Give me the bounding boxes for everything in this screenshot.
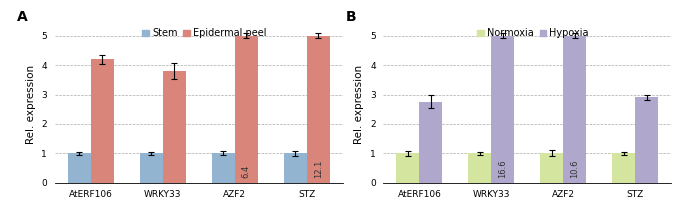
Text: A: A [17, 10, 28, 24]
Bar [284, 153, 307, 183]
Text: 16.6: 16.6 [499, 160, 508, 178]
Bar [635, 97, 658, 183]
Bar [163, 71, 186, 183]
Text: 10.6: 10.6 [571, 160, 580, 178]
Legend: Stem, Epidermal peel: Stem, Epidermal peel [142, 29, 266, 39]
Bar [612, 153, 635, 183]
Bar [68, 153, 91, 183]
Legend: Normoxia, Hypoxia: Normoxia, Hypoxia [477, 29, 589, 39]
Y-axis label: Rel. expression: Rel. expression [26, 65, 36, 144]
Text: 6.4: 6.4 [242, 165, 251, 178]
Bar [469, 153, 491, 183]
Bar [491, 36, 514, 183]
Bar [212, 153, 235, 183]
Bar [91, 59, 114, 183]
Bar [397, 153, 419, 183]
Y-axis label: Rel. expression: Rel. expression [354, 65, 364, 144]
Bar [140, 153, 163, 183]
Text: B: B [346, 10, 356, 24]
Text: 12.1: 12.1 [314, 160, 323, 178]
Bar [235, 36, 258, 183]
Bar [419, 102, 443, 183]
Bar [307, 36, 329, 183]
Bar [540, 153, 563, 183]
Bar [563, 36, 586, 183]
